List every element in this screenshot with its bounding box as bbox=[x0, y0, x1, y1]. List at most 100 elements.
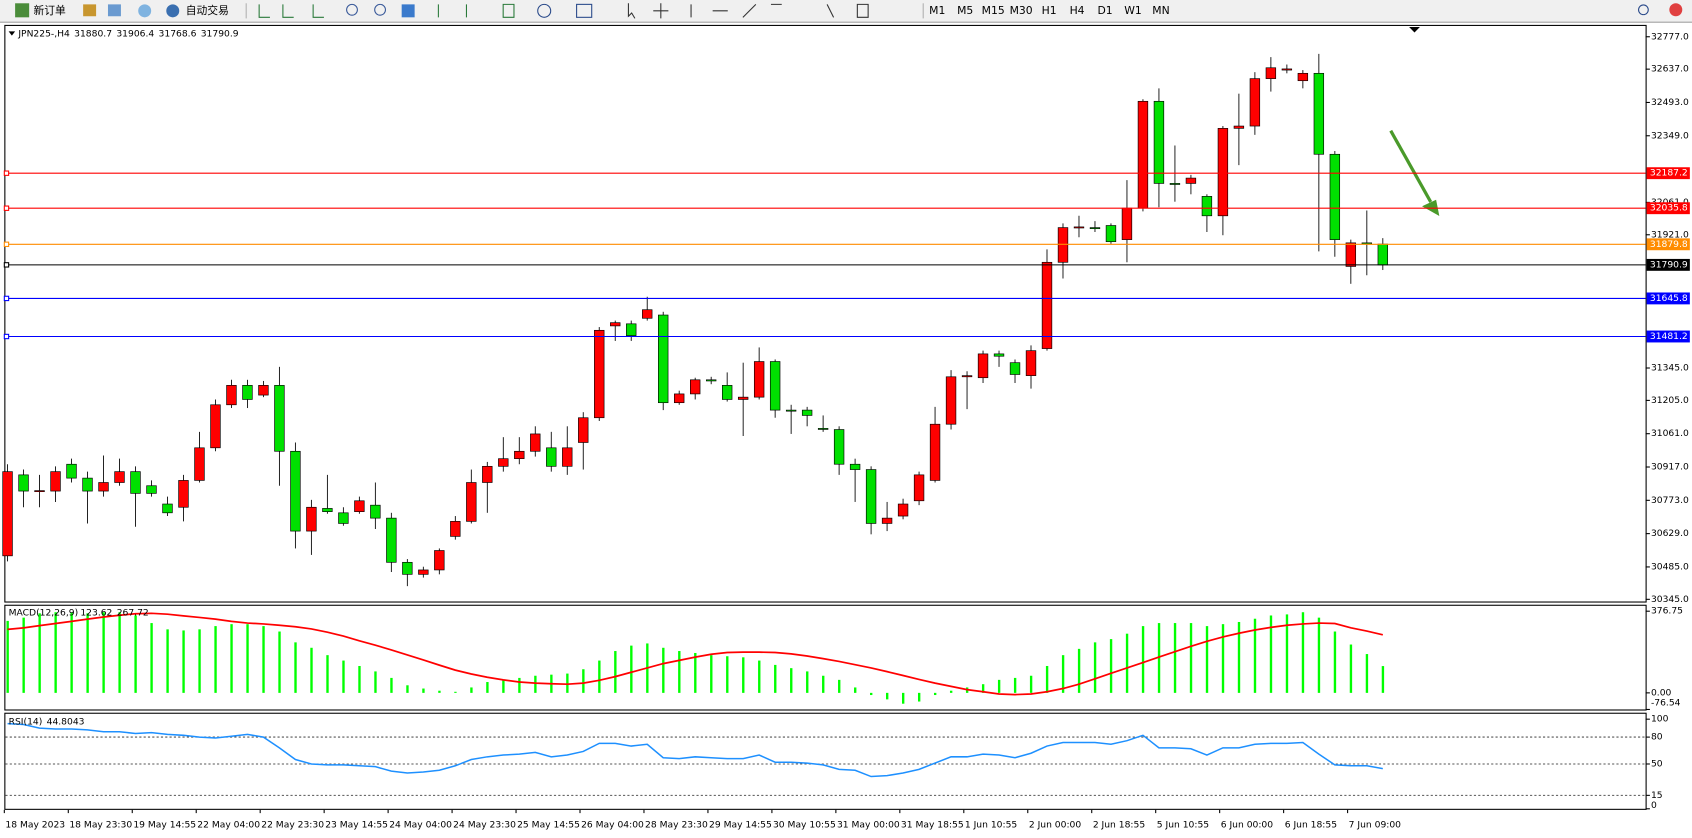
x-tick-label: 2 Jun 00:00 bbox=[1029, 819, 1082, 830]
macd-bar bbox=[1061, 655, 1065, 693]
timeframe-button[interactable]: M1 bbox=[929, 4, 945, 17]
macd-bar bbox=[1173, 623, 1177, 693]
y-tick-label: -76.54 bbox=[1651, 697, 1681, 708]
macd-bar bbox=[1237, 621, 1241, 693]
macd-bar bbox=[566, 673, 569, 693]
tool-icon[interactable] bbox=[83, 4, 97, 17]
macd-bar bbox=[86, 613, 89, 693]
macd-bar bbox=[726, 656, 729, 693]
macd-bar bbox=[662, 647, 665, 693]
macd-bar bbox=[214, 626, 217, 693]
y-tick-label: 30485.0 bbox=[1651, 561, 1689, 572]
macd-bar bbox=[166, 629, 169, 693]
timeframe-button[interactable]: H4 bbox=[1070, 4, 1085, 17]
drawing-tools[interactable] bbox=[627, 3, 869, 19]
y-tick-label: 15 bbox=[1651, 790, 1663, 801]
timeframe-button[interactable]: MN bbox=[1152, 4, 1169, 17]
candle-body bbox=[1185, 177, 1197, 184]
candle-body bbox=[833, 429, 845, 465]
candle-body bbox=[338, 512, 349, 524]
macd-bar bbox=[614, 651, 617, 693]
candle-body bbox=[210, 404, 221, 449]
auto-trading-icon[interactable] bbox=[166, 4, 180, 18]
y-tick-label: 0 bbox=[1651, 800, 1657, 811]
y-tick-label: 30345.0 bbox=[1651, 594, 1689, 605]
macd-bar bbox=[422, 688, 425, 693]
y-tick-label: 31921.0 bbox=[1651, 229, 1689, 240]
candle-body bbox=[466, 482, 477, 522]
candle-body bbox=[130, 471, 141, 494]
candle-body bbox=[1217, 128, 1229, 217]
macd-bar bbox=[838, 679, 841, 693]
timeframe-button[interactable]: H1 bbox=[1042, 4, 1057, 17]
candle-body bbox=[1265, 67, 1277, 79]
zoom-in-icon[interactable] bbox=[346, 3, 358, 16]
macd-bar bbox=[390, 677, 393, 693]
candle-body bbox=[1377, 243, 1389, 266]
candle-body bbox=[1105, 225, 1117, 243]
macd-bar bbox=[230, 624, 233, 693]
candle-body bbox=[1121, 207, 1133, 240]
level-label-bg bbox=[1646, 258, 1690, 271]
timeframe-button[interactable]: D1 bbox=[1097, 4, 1112, 17]
candle-body bbox=[578, 417, 589, 443]
timeframe-button[interactable]: M5 bbox=[957, 4, 973, 17]
candle-body bbox=[370, 504, 381, 519]
new-order-icon[interactable] bbox=[15, 3, 30, 18]
candle-body bbox=[1009, 362, 1021, 375]
macd-bar bbox=[470, 687, 473, 693]
macd-bar bbox=[678, 651, 681, 693]
macd-bar bbox=[294, 642, 297, 693]
timeframe-button[interactable]: W1 bbox=[1124, 4, 1142, 17]
level-label-bg bbox=[1646, 238, 1690, 251]
macd-bar bbox=[997, 679, 1001, 693]
indicator-header: MACD(12,26,9) 123.62 267.72 bbox=[9, 607, 149, 618]
candle-body bbox=[290, 450, 301, 532]
x-tick-label: 31 May 18:55 bbox=[901, 819, 964, 830]
x-tick-label: 30 May 10:55 bbox=[773, 819, 836, 830]
level-handle bbox=[3, 241, 10, 247]
candle-body bbox=[1041, 261, 1053, 349]
candle-body bbox=[242, 385, 253, 400]
macd-bar bbox=[790, 668, 793, 693]
period-icon[interactable] bbox=[537, 3, 552, 18]
timeframe-button[interactable]: M30 bbox=[1010, 4, 1033, 17]
tool-icon[interactable] bbox=[138, 4, 152, 18]
timeframe-button[interactable]: M15 bbox=[982, 4, 1005, 17]
notification-icon[interactable] bbox=[1669, 3, 1683, 17]
x-tick-label: 18 May 23:30 bbox=[69, 819, 132, 830]
zoom-out-icon[interactable] bbox=[374, 3, 387, 16]
macd-bar bbox=[374, 671, 377, 693]
candle-body bbox=[546, 447, 557, 467]
candle-body bbox=[34, 490, 45, 493]
search-icon[interactable] bbox=[1638, 4, 1649, 16]
chart-header: JPN225-,H4 31880.7 31906.4 31768.6 31790.9 bbox=[17, 28, 238, 39]
y-tick-label: 80 bbox=[1651, 732, 1663, 743]
level-label: 32187.2 bbox=[1650, 168, 1688, 179]
candle-body bbox=[434, 550, 445, 571]
template-icon[interactable] bbox=[576, 3, 593, 18]
x-tick-label: 6 Jun 18:55 bbox=[1285, 819, 1338, 830]
macd-bar bbox=[198, 629, 201, 693]
macd-bar bbox=[1301, 612, 1305, 693]
macd-bar bbox=[38, 613, 41, 693]
header-high: 31906.4 bbox=[116, 28, 154, 39]
macd-bar bbox=[1381, 666, 1385, 693]
rsi-pane bbox=[4, 712, 1647, 810]
chart-type-icons[interactable] bbox=[258, 4, 324, 18]
macd-bar bbox=[358, 665, 361, 693]
tile-icon[interactable] bbox=[401, 4, 415, 18]
new-order-button[interactable]: 新订单 bbox=[33, 4, 66, 17]
level-label-bg bbox=[1646, 292, 1690, 305]
symbol: JPN225-,H4 bbox=[17, 28, 70, 39]
macd-bar bbox=[694, 652, 697, 693]
auto-trading-button[interactable]: 自动交易 bbox=[186, 4, 229, 17]
indicator-name: RSI(14) bbox=[9, 716, 43, 727]
tool-icons[interactable] bbox=[437, 3, 515, 18]
candle-body bbox=[178, 480, 189, 508]
tool-icon[interactable] bbox=[107, 4, 121, 17]
macd-bar bbox=[1253, 618, 1257, 693]
macd-bar bbox=[182, 630, 185, 693]
level-label: 31879.8 bbox=[1650, 239, 1688, 250]
